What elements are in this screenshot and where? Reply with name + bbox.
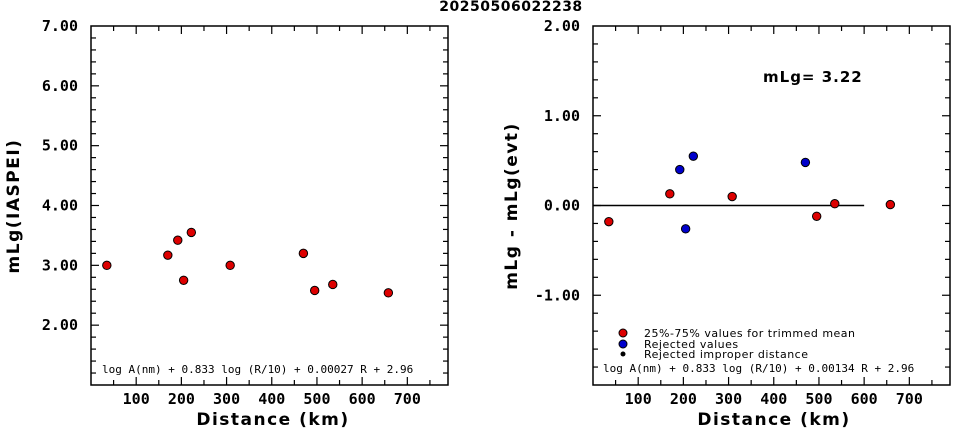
x-tick-label: 100	[625, 390, 652, 408]
x-tick-label: 500	[303, 390, 330, 408]
data-point	[885, 199, 896, 210]
data-point	[811, 211, 822, 221]
x-tick-labels: 100 200 300 400 500 600 700	[123, 390, 421, 408]
data-point	[830, 199, 840, 209]
rejected-data-point	[800, 157, 811, 168]
x-tick-label: 200	[168, 390, 195, 408]
legend-label-trimmed-mean: 25%-75% values for trimmed mean	[644, 327, 856, 340]
legend-label-improper-distance: Rejected improper distance	[644, 348, 809, 361]
data-point	[225, 260, 235, 271]
x-tick-label: 700	[896, 390, 923, 408]
x-axis-title: Distance (km)	[196, 410, 349, 428]
y-tick-label: 7.00	[42, 17, 78, 35]
x-tick-label: 400	[258, 390, 285, 408]
legend-label-rejected: Rejected values	[644, 338, 739, 351]
data-points	[102, 227, 394, 298]
x-tick-label: 600	[349, 390, 376, 408]
axis-ticks	[593, 26, 950, 385]
x-tick-label: 700	[394, 390, 421, 408]
y-tick-label: 1.00	[544, 107, 580, 125]
data-point	[309, 285, 320, 296]
data-point	[102, 260, 112, 271]
x-tick-label: 200	[670, 390, 697, 408]
y-tick-labels: 2.00 3.00 4.00 5.00 6.00 7.00	[42, 17, 78, 334]
legend-marker-trimmed-mean	[618, 328, 628, 338]
x-tick-label: 300	[213, 390, 240, 408]
axis-ticks	[91, 26, 448, 385]
data-point	[727, 191, 737, 202]
data-point	[173, 235, 183, 245]
rejected-data-point	[680, 224, 691, 234]
x-axis-title: Distance (km)	[697, 410, 850, 428]
y-tick-label: 0.00	[544, 197, 580, 215]
y-tick-label: 4.00	[42, 197, 78, 215]
x-tick-label: 400	[760, 390, 787, 408]
x-tick-label: 100	[123, 390, 150, 408]
y-tick-labels: -1.00 0.00 1.00 2.00	[535, 17, 580, 304]
page-title: 20250506022238	[439, 0, 582, 15]
y-tick-label: 2.00	[42, 316, 78, 334]
x-tick-label: 500	[805, 390, 832, 408]
y-tick-label: -1.00	[535, 286, 580, 304]
y-axis-title: mLg(IASPEI)	[4, 139, 24, 274]
legend: 25%-75% values for trimmed mean Rejected…	[618, 327, 856, 361]
data-point	[186, 227, 197, 238]
data-point	[665, 189, 675, 199]
y-tick-label: 6.00	[42, 77, 78, 95]
legend-marker-improper-distance	[620, 351, 626, 357]
y-tick-label: 5.00	[42, 137, 78, 155]
legend-marker-rejected	[618, 339, 628, 349]
data-point	[328, 279, 338, 290]
data-point	[178, 275, 189, 285]
data-point	[604, 216, 614, 227]
x-tick-label: 300	[715, 390, 742, 408]
data-points	[604, 151, 896, 234]
data-point	[298, 248, 309, 259]
y-tick-label: 2.00	[544, 17, 580, 35]
y-axis-title: mLg - mLg(evt)	[502, 122, 522, 290]
formula-annotation: log A(nm) + 0.833 log (R/10) + 0.00027 R…	[102, 363, 413, 376]
magnitude-label: mLg= 3.22	[763, 68, 863, 86]
formula-annotation: log A(nm) + 0.833 log (R/10) + 0.00134 R…	[603, 362, 914, 375]
rejected-data-point	[675, 164, 685, 175]
plot-frame	[90, 25, 449, 386]
x-tick-label: 600	[851, 390, 878, 408]
y-tick-label: 3.00	[42, 256, 78, 274]
rejected-data-point	[688, 151, 699, 161]
data-point	[383, 288, 394, 298]
data-point	[163, 250, 173, 260]
x-tick-labels: 100 200 300 400 500 600 700	[625, 390, 923, 408]
residual-vs-distance-chart: 100 200 300 400 500 600 700 -1.000.001.002.00 …	[502, 17, 951, 428]
magnitude-vs-distance-chart: 100 200 300 400 500 600 700 2.00 3.00 4.00 5.00 6.…	[4, 17, 449, 428]
